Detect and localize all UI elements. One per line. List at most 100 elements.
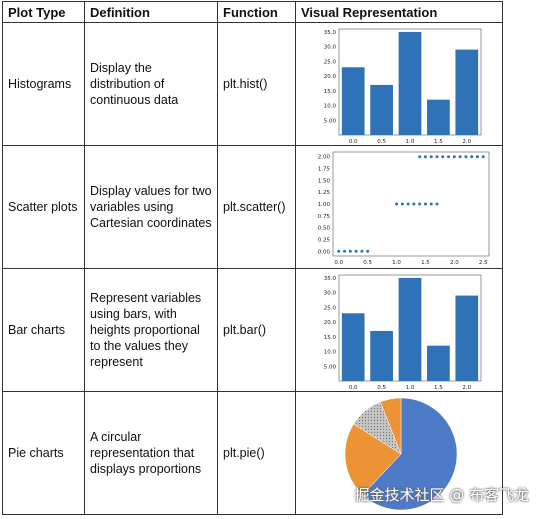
y-tick-label: 0.75	[318, 214, 331, 220]
bar-chart: 0.0 0.5 1.0 1.5 2.0 5.00 10.0 15.0 20.0 25.0 30.0 3…	[324, 274, 482, 391]
x-tick-label: 0.5	[363, 260, 372, 266]
x-tick-label: 1.0	[406, 139, 415, 145]
scatter-point	[348, 249, 352, 253]
y-tick-label: 1.25	[318, 190, 331, 196]
plot-type-cell: Bar charts	[2, 268, 85, 392]
scatter-point	[412, 202, 416, 206]
visual-cell: 0.0 0.5 1.0 1.5 2.0 5.00 10.0 15.0 20.0 25.0 30.0 3…	[295, 268, 503, 392]
plot-types-table: Plot Type Definition Function Visual Rep…	[2, 1, 503, 515]
scatter-point	[423, 155, 427, 159]
scatter-point	[423, 202, 427, 206]
scatter-point	[435, 155, 439, 159]
y-tick-label: 0.00	[318, 249, 331, 255]
y-tick-label: 15.0	[324, 89, 337, 95]
x-tick-label: 1.5	[434, 385, 443, 391]
y-tick-label: 10.0	[324, 350, 337, 356]
definition-cell: Represent variables using bars, with hei…	[84, 268, 218, 392]
x-tick-label: 0.5	[377, 139, 386, 145]
scatter-chart: 0.0 0.5 1.0 1.5 2.0 2.5 0.00 0.25 0.50 0.75 1.00 1.…	[318, 151, 490, 266]
bar	[341, 67, 365, 135]
scatter-point	[435, 202, 439, 206]
scatter-point	[447, 155, 451, 159]
y-tick-label: 25.0	[324, 59, 337, 65]
bar	[370, 330, 393, 381]
table-row: Scatter plots Display values for two var…	[2, 145, 503, 269]
definition-cell: A circular representation that displays …	[84, 391, 218, 515]
scatter-point	[406, 202, 410, 206]
watermark: 掘金技术社区 @ 布客飞龙	[354, 486, 529, 504]
scatter-point	[337, 249, 341, 253]
x-tick-label: 0.0	[334, 260, 343, 266]
definition-cell: Display the distribution of continuous d…	[84, 22, 218, 146]
header-plot-type: Plot Type	[2, 1, 85, 23]
function-cell: plt.bar()	[217, 268, 296, 392]
scatter-point	[429, 202, 433, 206]
header-visual-representation: Visual Representation	[295, 1, 503, 23]
visual-cell: 0.0 0.5 1.0 1.5 2.0 2.5 0.00 0.25 0.50 0.75 1.00 1.…	[295, 145, 503, 269]
bar	[341, 313, 365, 381]
pie-chart	[344, 397, 458, 511]
bar	[398, 31, 422, 136]
y-tick-label: 10.0	[324, 104, 337, 110]
scatter-point	[354, 249, 358, 253]
x-tick-label: 1.0	[406, 385, 415, 391]
bar	[455, 49, 479, 135]
header-row: Plot Type Definition Function Visual Rep…	[2, 1, 503, 23]
x-tick-label: 2.0	[450, 260, 459, 266]
y-tick-label: 5.00	[324, 364, 337, 370]
plot-type-cell: Scatter plots	[2, 145, 85, 269]
scatter-point	[395, 202, 399, 206]
y-tick-label: 30.0	[324, 291, 337, 297]
scatter-point	[475, 155, 479, 159]
header-function: Function	[217, 1, 296, 23]
y-tick-label: 5.00	[324, 118, 337, 124]
scatter-point	[481, 155, 485, 159]
scatter-point	[464, 155, 468, 159]
y-tick-label: 15.0	[324, 335, 337, 341]
plot-type-cell: Histograms	[2, 22, 85, 146]
x-tick-label: 2.0	[462, 139, 471, 145]
table-row: Bar charts Represent variables using bar…	[2, 268, 503, 392]
bar	[370, 84, 393, 135]
pie-slice	[362, 397, 458, 511]
x-tick-label: 1.0	[392, 260, 401, 266]
y-tick-label: 0.25	[318, 237, 331, 243]
function-cell: plt.pie()	[217, 391, 296, 515]
scatter-point	[429, 155, 433, 159]
scatter-point	[458, 155, 462, 159]
scatter-point	[400, 202, 404, 206]
histogram-chart: 0.0 0.5 1.0 1.5 2.0 5.00 10.0 15.0 20.0 25.0 30.0 3…	[324, 28, 482, 145]
visual-cell: 0.0 0.5 1.0 1.5 2.0 5.00 10.0 15.0 20.0 25.0 30.0 3…	[295, 22, 503, 146]
y-tick-label: 25.0	[324, 305, 337, 311]
scatter-point	[452, 155, 456, 159]
y-tick-label: 0.50	[318, 226, 331, 232]
scatter-point	[418, 155, 422, 159]
y-tick-label: 2.00	[318, 155, 331, 161]
scatter-point	[418, 202, 422, 206]
y-tick-label: 20.0	[324, 74, 337, 80]
table-row: Pie charts A circular representation tha…	[2, 391, 503, 515]
y-tick-label: 1.75	[318, 167, 331, 173]
y-tick-label: 35.0	[324, 276, 337, 282]
x-tick-label: 2.0	[462, 385, 471, 391]
table-row: Histograms Display the distribution of c…	[2, 22, 503, 146]
visual-cell	[295, 391, 503, 515]
x-tick-label: 0.0	[349, 139, 358, 145]
plot-type-cell: Pie charts	[2, 391, 85, 515]
y-tick-label: 30.0	[324, 45, 337, 51]
x-tick-label: 1.5	[434, 139, 443, 145]
function-cell: plt.hist()	[217, 22, 296, 146]
pie-slice	[380, 397, 402, 455]
x-tick-label: 0.5	[377, 385, 386, 391]
function-cell: plt.scatter()	[217, 145, 296, 269]
scatter-point	[366, 249, 370, 253]
header-definition: Definition	[84, 1, 218, 23]
bar	[398, 277, 422, 381]
y-tick-label: 1.50	[318, 178, 331, 184]
plot-frame	[332, 151, 490, 257]
y-tick-label: 1.00	[318, 202, 331, 208]
x-tick-label: 0.0	[349, 385, 358, 391]
scatter-point	[470, 155, 474, 159]
y-tick-label: 35.0	[324, 30, 337, 36]
x-tick-label: 2.5	[479, 260, 488, 266]
